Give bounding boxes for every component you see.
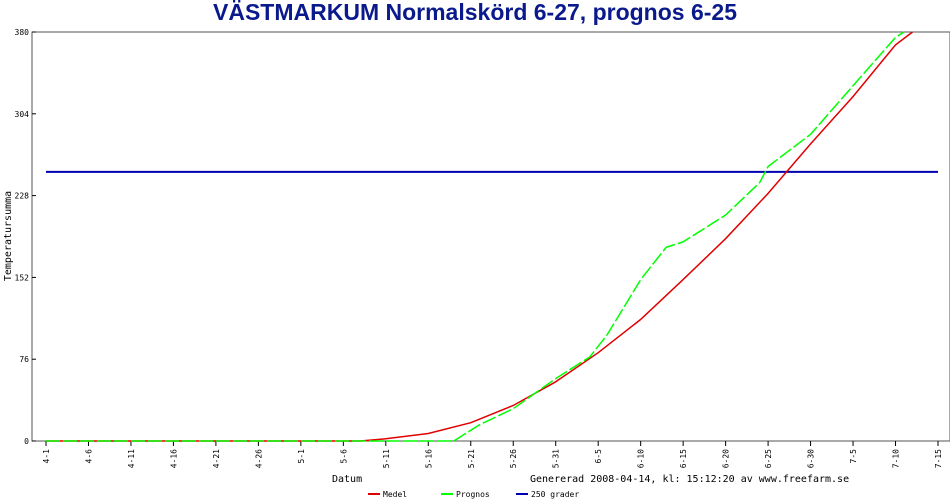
y-tick-label: 304 xyxy=(15,110,30,119)
x-tick-label: 6-30 xyxy=(807,449,816,468)
legend-label-medel: Medel xyxy=(383,490,407,499)
footer-text: Genererad 2008-04-14, kl: 15:12:20 av ww… xyxy=(530,474,849,485)
plot-area xyxy=(31,31,950,442)
y-tick-label: 152 xyxy=(15,273,30,282)
x-tick-label: 5-26 xyxy=(509,449,518,468)
y-axis: 0 76 152 228 304 380 xyxy=(15,28,36,446)
x-tick-label: 5-31 xyxy=(552,449,561,468)
x-tick-label: 6-10 xyxy=(637,449,646,468)
x-tick-label: 5-1 xyxy=(297,449,306,464)
y-axis-label: Temperatursumma xyxy=(3,191,14,281)
x-tick-label: 7-15 xyxy=(934,449,943,468)
legend: Medel Prognos 250 grader xyxy=(368,490,579,499)
x-tick-label: 5-11 xyxy=(382,449,391,468)
series-line-prognos xyxy=(46,31,905,442)
chart-title: VÄSTMARKUM Normalskörd 6-27, prognos 6-2… xyxy=(213,0,737,25)
x-tick-label: 4-21 xyxy=(212,449,221,468)
legend-label-prognos: Prognos xyxy=(456,490,490,499)
y-tick-label: 0 xyxy=(24,437,29,446)
x-tick-label: 6-20 xyxy=(722,449,731,468)
x-tick-label: 4-1 xyxy=(42,449,51,464)
y-tick-label: 380 xyxy=(15,28,30,37)
y-tick-label: 76 xyxy=(19,355,29,364)
x-tick-label: 6-25 xyxy=(764,449,773,468)
x-tick-label: 5-21 xyxy=(467,449,476,468)
x-tick-label: 5-16 xyxy=(424,449,433,468)
x-tick-label: 7-10 xyxy=(892,449,901,468)
x-tick-label: 5-6 xyxy=(339,449,348,464)
series-line-medel xyxy=(46,31,913,442)
x-axis: 4-1 4-6 4-11 4-16 4-21 4-26 5-1 5-6 5-11 5-16 5-21… xyxy=(42,441,943,468)
x-tick-label: 4-26 xyxy=(254,449,263,468)
y-tick-label: 228 xyxy=(15,192,30,201)
series-group xyxy=(46,31,938,442)
x-tick-label: 6-15 xyxy=(679,449,688,468)
x-tick-label: 7-5 xyxy=(849,449,858,464)
x-tick-label: 6-5 xyxy=(594,449,603,464)
x-tick-label: 4-11 xyxy=(127,449,136,468)
x-tick-label: 4-16 xyxy=(169,449,178,468)
legend-label-250-grader: 250 grader xyxy=(531,490,579,499)
x-axis-label: Datum xyxy=(332,474,362,485)
x-tick-label: 4-6 xyxy=(84,449,93,464)
